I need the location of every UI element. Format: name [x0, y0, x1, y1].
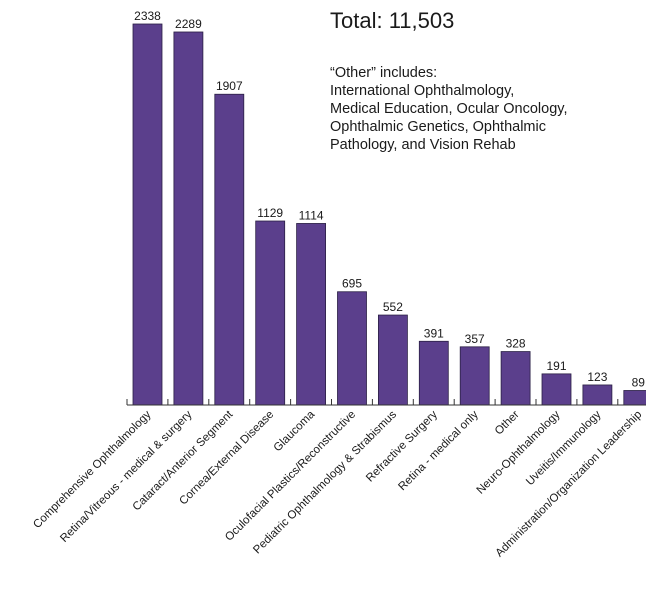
value-label: 695: [342, 277, 362, 291]
value-label: 89: [632, 375, 646, 389]
bar: [337, 291, 367, 406]
note-line: International Ophthalmology,: [330, 83, 515, 99]
value-label: 552: [383, 300, 403, 314]
value-label: 191: [546, 359, 566, 373]
bar: [500, 351, 531, 406]
value-label: 1907: [216, 79, 243, 93]
bar: [132, 23, 163, 406]
bar: [296, 223, 327, 406]
value-label: 1129: [257, 206, 283, 220]
category-label: Administration/Organization Leadership: [494, 409, 645, 560]
value-labels-group: 2338 2289 1907 1129 1114 695 552 391 357 328 191 12…: [134, 9, 645, 389]
category-label: Refractive Surgery: [364, 408, 440, 484]
bar: [214, 93, 245, 406]
value-label: 2338: [134, 9, 161, 23]
bars-group: [132, 23, 646, 406]
bar: [623, 390, 646, 406]
value-label: 123: [587, 370, 607, 384]
bar: [377, 314, 408, 406]
category-label: Other: [493, 409, 522, 438]
note-line: Pathology, and Vision Rehab: [330, 137, 516, 153]
bar: [459, 346, 490, 406]
value-label: 391: [424, 326, 444, 340]
bar: [173, 31, 204, 406]
other-includes-note: “Other” includes: International Ophthalm…: [330, 64, 630, 154]
category-label: Pediatric Ophthalmology & Strabismus: [251, 408, 399, 556]
value-label: 328: [506, 337, 526, 351]
x-axis: [126, 399, 646, 406]
value-label: 357: [465, 332, 485, 346]
value-label: 1114: [299, 208, 324, 222]
bar: [582, 384, 613, 406]
bar: [255, 220, 286, 406]
category-label: Neuro-Ophthalmology: [475, 408, 563, 496]
total-label: Total: 11,503: [330, 8, 455, 33]
category-label: Retina - medical only: [396, 408, 481, 493]
note-line: “Other” includes:: [330, 65, 438, 81]
bar: [418, 340, 449, 406]
note-line: Medical Education, Ocular Oncology,: [330, 101, 568, 117]
value-label: 2289: [175, 17, 202, 31]
bar: [541, 373, 572, 406]
category-labels-group: Comprehensive OphthalmologyRetina/Vitreo…: [31, 408, 644, 559]
category-label: Uveitis/Immunology: [524, 408, 604, 488]
note-line: Ophthalmic Genetics, Ophthalmic: [330, 119, 546, 135]
